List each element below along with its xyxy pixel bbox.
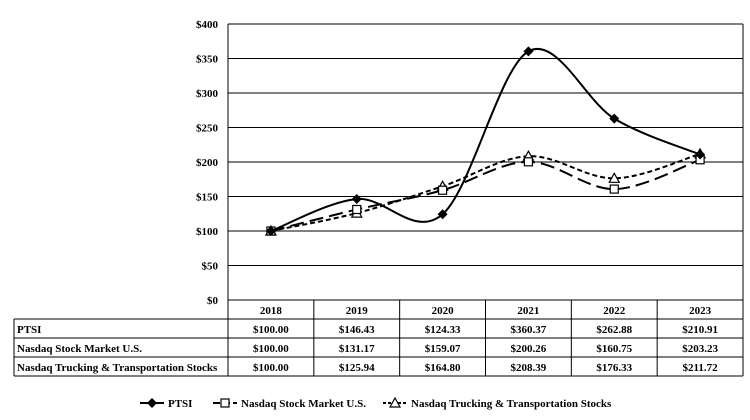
table-cell-value: $200.26 bbox=[511, 343, 547, 355]
table-header-year: 2021 bbox=[517, 305, 539, 317]
square-marker bbox=[437, 185, 448, 195]
legend-label: Nasdaq Stock Market U.S. bbox=[241, 398, 366, 410]
table-header-year: 2023 bbox=[689, 305, 712, 317]
diamond-marker bbox=[523, 46, 534, 57]
table-cell-value: $210.91 bbox=[682, 324, 718, 336]
diamond-marker bbox=[695, 149, 706, 160]
table-cell-value: $146.43 bbox=[339, 324, 375, 336]
y-tick-label: $250 bbox=[196, 123, 219, 135]
table-cell-value: $159.07 bbox=[425, 343, 461, 355]
y-tick-label: $0 bbox=[207, 295, 219, 307]
table-row-label: Nasdaq Stock Market U.S. bbox=[17, 343, 142, 355]
table-cell-value: $100.00 bbox=[253, 324, 289, 336]
square-marker bbox=[352, 204, 362, 215]
table-cell-value: $203.23 bbox=[682, 343, 718, 355]
table-cell-value: $360.37 bbox=[511, 324, 547, 336]
diamond-marker bbox=[437, 209, 448, 220]
table-row-label: Nasdaq Trucking & Transportation Stocks bbox=[17, 362, 218, 374]
table-cell-value: $262.88 bbox=[596, 324, 632, 336]
diamond-marker bbox=[609, 113, 620, 124]
legend-label: Nasdaq Trucking & Transportation Stocks bbox=[411, 398, 612, 410]
square-marker bbox=[609, 184, 619, 194]
square-marker bbox=[220, 398, 230, 408]
table-cell-value: $211.72 bbox=[683, 362, 719, 374]
table-header-year: 2019 bbox=[346, 305, 369, 317]
diamond-marker bbox=[147, 398, 157, 408]
legend-label: PTSI bbox=[168, 398, 192, 410]
y-tick-label: $100 bbox=[196, 226, 219, 238]
table-cell-value: $160.75 bbox=[596, 343, 632, 355]
y-tick-label: $400 bbox=[196, 19, 219, 31]
table-cell-value: $208.39 bbox=[511, 362, 547, 374]
table-header-year: 2018 bbox=[260, 305, 283, 317]
table-cell-value: $100.00 bbox=[253, 362, 289, 374]
legend-item-nasdaq-stock-market-u-s: Nasdaq Stock Market U.S. bbox=[213, 398, 366, 410]
table-cell-value: $125.94 bbox=[339, 362, 375, 374]
diamond-marker bbox=[265, 226, 276, 236]
series-line bbox=[270, 47, 701, 232]
table-header-year: 2022 bbox=[603, 305, 626, 317]
triangle-marker bbox=[608, 172, 621, 183]
data-table: 2018 2019 2020 2021 2022 2023 PTSI $100.00 $146.… bbox=[13, 299, 744, 377]
table-cell-value: $176.33 bbox=[596, 362, 632, 374]
y-tick-label: $300 bbox=[196, 88, 219, 100]
series-line bbox=[270, 152, 701, 232]
series-layer bbox=[264, 46, 707, 236]
table-cell-value: $131.17 bbox=[339, 343, 375, 355]
table-cell-value: $124.33 bbox=[425, 324, 461, 336]
y-tick-label: $150 bbox=[196, 192, 219, 204]
square-marker bbox=[523, 157, 534, 167]
y-axis-ticks: $0 $50 $100 $150 $200 $250 $300 $350 $400 bbox=[196, 19, 219, 307]
y-tick-label: $50 bbox=[202, 261, 219, 273]
y-tick-label: $200 bbox=[196, 157, 219, 169]
series-line bbox=[270, 158, 701, 232]
diamond-marker bbox=[351, 193, 362, 204]
y-tick-label: $350 bbox=[196, 54, 219, 66]
table-cell-value: $164.80 bbox=[425, 362, 461, 374]
table-header-year: 2020 bbox=[432, 305, 455, 317]
triangle-marker bbox=[388, 396, 402, 408]
legend-item-ptsi: PTSI bbox=[140, 398, 192, 410]
legend: PTSI Nasdaq Stock Market U.S. Nasdaq Truck… bbox=[140, 396, 612, 410]
table-row-label: PTSI bbox=[17, 324, 41, 336]
table-cell-value: $100.00 bbox=[253, 343, 289, 355]
series-ptsi bbox=[265, 46, 706, 236]
grid-layer bbox=[227, 23, 744, 301]
legend-item-nasdaq-trucking-transportation-stocks: Nasdaq Trucking & Transportation Stocks bbox=[383, 396, 612, 410]
